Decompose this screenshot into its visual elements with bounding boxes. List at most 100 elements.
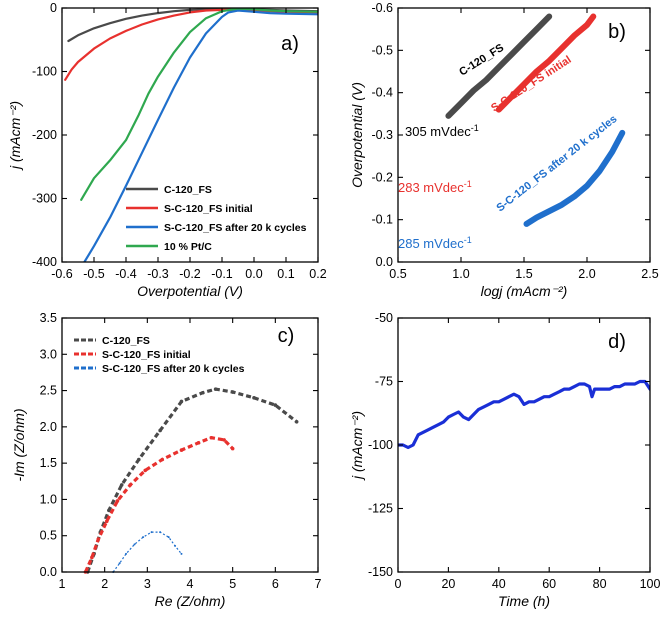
- chart4-y-tick-label: -50: [375, 311, 393, 325]
- chart3-data-point: [159, 531, 162, 534]
- chart2-y-tick-label: -0.6: [371, 1, 393, 15]
- chart3-data-point: [115, 499, 120, 503]
- chart1-legend-label: C-120_FS: [164, 184, 212, 196]
- chart3-data-point: [196, 441, 201, 445]
- chart1-x-tick-label: -0.4: [115, 267, 137, 281]
- chart3-y-tick-label: 0.5: [40, 529, 57, 543]
- chart3-panel-letter: c): [278, 325, 295, 347]
- chart3-data-point: [167, 536, 170, 539]
- chart4-x-tick-label: 40: [492, 577, 506, 591]
- chart4-x-tick-label: 100: [640, 577, 661, 591]
- chart3-data-point: [273, 403, 278, 407]
- chart3-data-point: [201, 390, 205, 395]
- chart1-series-line-3: [83, 9, 318, 262]
- chart4-series-line-1: [398, 379, 650, 450]
- chart3-data-point: [107, 508, 111, 513]
- chart2-series-line-2: [495, 13, 597, 113]
- chart3-y-tick-label: 1.0: [40, 492, 57, 506]
- chart4-y-axis-label: j (mAcm⁻²): [349, 411, 365, 481]
- chart1-x-tick-label: -0.2: [179, 267, 201, 281]
- chart1-y-tick-label: -200: [32, 128, 57, 142]
- chart1-x-tick-label: 0.1: [277, 267, 294, 281]
- chart3-data-point: [230, 390, 235, 394]
- chart3-series-2: [83, 435, 235, 574]
- chart2-x-tick-label: 0.5: [389, 267, 406, 281]
- chart3-data-point: [158, 428, 162, 433]
- chart3-x-tick-label: 1: [59, 577, 66, 591]
- chart3-data-point: [160, 457, 165, 462]
- chart2-y-tick-label: -0.4: [371, 86, 393, 100]
- chart-panel-a: -0.6 -0.5 -0.4 -0.3 -0.2 -0.1 0.0 0.1 0.2 0 -100 -2…: [7, 1, 327, 299]
- chart3-data-point: [125, 552, 127, 555]
- chart2-slope-annotation: 305 mVdec-1: [405, 123, 479, 139]
- chart2-slope-annotation: 285 mVdec-1: [398, 235, 472, 251]
- chart1-x-axis-label: Overpotential (V): [137, 283, 243, 299]
- chart1-x-tick-label: -0.5: [83, 267, 105, 281]
- chart2-x-axis-label: logj (mAcm⁻²): [481, 283, 568, 299]
- chart4-y-tick-label: -125: [368, 502, 393, 516]
- chart3-x-tick-label: 7: [315, 577, 322, 591]
- chart3-series-line: [86, 387, 298, 572]
- chart3-data-point: [133, 543, 136, 546]
- chart2-panel-letter: b): [608, 21, 626, 43]
- chart3-x-tick-label: 3: [144, 577, 151, 591]
- chart4-y-tick-label: -75: [375, 375, 393, 389]
- chart3-y-tick-label: 1.5: [40, 456, 57, 470]
- chart2-x-tick-label: 2.5: [641, 267, 658, 281]
- chart3-y-axis-label: -Im (Z/ohm): [11, 408, 27, 481]
- chart1-x-tick-label: -0.3: [147, 267, 169, 281]
- chart1-legend-label: 10 % Pt/C: [164, 241, 212, 253]
- chart4-x-tick-label: 0: [395, 577, 402, 591]
- chart2-y-tick-label: -0.3: [371, 128, 393, 142]
- chart1-series-line-4: [80, 8, 318, 201]
- chart1-panel-letter: a): [281, 33, 299, 55]
- chart3-y-tick-label: 3.0: [40, 347, 57, 361]
- chart2-slope-annotation-sup: -1: [464, 235, 472, 245]
- chart3-data-point: [143, 468, 147, 473]
- chart2-slope-annotation-sup: -1: [471, 123, 479, 133]
- chart2-y-tick-label: -0.5: [371, 43, 393, 57]
- chart4-panel-letter: d): [608, 331, 626, 353]
- chart3-legend-label: S-C-120_FS initial: [102, 349, 191, 361]
- chart3-data-point: [150, 531, 153, 534]
- chart3-data-point: [174, 544, 177, 547]
- chart1-x-tick-label: 0.2: [309, 267, 326, 281]
- chart3-data-point: [118, 562, 121, 565]
- chart3-y-tick-label: 3.5: [40, 311, 57, 325]
- chart4-x-tick-label: 80: [593, 577, 607, 591]
- chart3-x-tick-label: 5: [229, 577, 236, 591]
- chart1-x-tick-label: -0.1: [211, 267, 233, 281]
- chart4-plot-frame: [397, 317, 651, 573]
- chart-panel-c: 1 2 3 4 5 6 7 0.0 0.5 1.0 1.5 2.0 2.5 3.0 3.5 Re (Z/ohm…: [11, 311, 322, 609]
- chart3-data-point: [179, 448, 184, 452]
- chart1-y-tick-label: -100: [32, 65, 57, 79]
- chart2-series-line-1: [445, 13, 553, 119]
- chart3-legend-label: C-120_FS: [102, 335, 150, 347]
- chart1-x-tick-label: 0.0: [245, 267, 262, 281]
- chart4-x-axis-label: Time (h): [498, 593, 550, 609]
- chart3-data-point: [252, 396, 256, 400]
- chart3-x-tick-label: 4: [187, 577, 194, 591]
- chart3-x-tick-label: 6: [272, 577, 279, 591]
- chart3-legend-label: S-C-120_FS after 20 k cycles: [102, 363, 245, 375]
- chart3-series-1: [85, 387, 299, 574]
- chart3-data-point: [137, 457, 141, 462]
- chart2-y-tick-label: -0.1: [371, 213, 393, 227]
- chart3-y-tick-label: 2.0: [40, 420, 57, 434]
- chart3-data-point: [213, 387, 218, 391]
- chart2-slope-annotation: 283 mVdec-1: [398, 179, 472, 195]
- chart3-data-point: [96, 537, 101, 542]
- chart4-x-tick-label: 60: [542, 577, 556, 591]
- chart3-x-axis-label: Re (Z/ohm): [155, 593, 226, 609]
- chart4-x-tick-label: 20: [441, 577, 455, 591]
- chart1-y-tick-label: 0: [50, 1, 57, 15]
- chart1-y-tick-label: -300: [32, 192, 57, 206]
- chart1-y-tick-label: -400: [32, 255, 57, 269]
- chart3-data-point: [119, 483, 124, 487]
- chart3-data-point: [230, 446, 235, 451]
- chart1-series-line-2: [64, 8, 318, 81]
- chart2-series-line-3: [523, 129, 626, 227]
- chart1-legend-label: S-C-120_FS initial: [164, 203, 253, 215]
- chart1-y-axis-label: j (mAcm⁻²): [7, 101, 23, 171]
- chart3-series-3: [112, 531, 183, 573]
